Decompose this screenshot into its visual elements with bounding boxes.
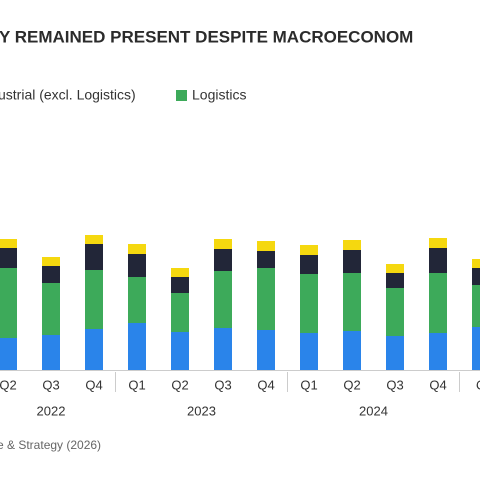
bar-segment: [429, 273, 447, 333]
bar-segment: [429, 238, 447, 248]
bar-segment: [343, 331, 361, 370]
x-tick-label: Q4: [257, 377, 274, 392]
bar-segment: [257, 330, 275, 370]
bar-segment: [472, 285, 480, 327]
bar-segment: [300, 333, 318, 370]
legend-label: Logistics: [192, 87, 246, 103]
chart-title: Y REMAINED PRESENT DESPITE MACROECONOM: [0, 27, 413, 46]
bar-segment: [214, 239, 232, 249]
bar-segment: [171, 277, 189, 293]
bar-segment: [42, 266, 60, 283]
bar-segment: [128, 277, 146, 323]
bar-segment: [171, 332, 189, 370]
bar-segment: [85, 235, 103, 244]
bar-segment: [343, 273, 361, 331]
bar-segment: [429, 248, 447, 273]
bar-segment: [343, 240, 361, 250]
group-label: 2024: [359, 403, 388, 418]
x-tick-label: Q3: [386, 377, 403, 392]
x-tick-label: Q: [476, 377, 480, 392]
x-tick-label: Q1: [128, 377, 145, 392]
legend-swatch: [176, 90, 187, 101]
bar-segment: [0, 268, 17, 338]
x-tick-label: Q3: [214, 377, 231, 392]
bar-segment: [85, 244, 103, 270]
bar-segment: [472, 268, 480, 285]
group-label: 2023: [187, 403, 216, 418]
bar-segment: [171, 268, 189, 277]
bar-segment: [472, 327, 480, 370]
bar-segment: [85, 329, 103, 370]
legend-label: ustrial (excl. Logistics): [0, 87, 136, 103]
bar-segment: [257, 268, 275, 330]
bar-segment: [386, 336, 404, 370]
x-tick-label: Q4: [429, 377, 446, 392]
bar-segment: [42, 283, 60, 335]
bar-segment: [386, 273, 404, 288]
bar-segment: [42, 257, 60, 266]
bar-segment: [257, 251, 275, 268]
bar-segment: [42, 335, 60, 370]
bar-segment: [0, 248, 17, 268]
bar-segment: [472, 259, 480, 268]
bar-segment: [0, 338, 17, 370]
bar-segment: [171, 293, 189, 332]
bar-segment: [128, 254, 146, 277]
bar-segment: [85, 270, 103, 329]
bar-segment: [300, 255, 318, 274]
x-tick-label: Q3: [42, 377, 59, 392]
bar-segment: [214, 249, 232, 271]
x-tick-label: Q2: [171, 377, 188, 392]
x-tick-label: Q1: [300, 377, 317, 392]
bar-segment: [128, 244, 146, 254]
bar-segment: [300, 245, 318, 255]
bar-segment: [386, 288, 404, 336]
bar-segment: [343, 250, 361, 273]
bar-segment: [257, 241, 275, 251]
x-tick-label: Q2: [343, 377, 360, 392]
bar-segment: [214, 328, 232, 370]
bar-segment: [128, 323, 146, 370]
x-tick-label: Q2: [0, 377, 17, 392]
x-tick-label: Q4: [85, 377, 102, 392]
source: e & Strategy (2026): [0, 438, 101, 452]
bar-segment: [386, 264, 404, 273]
bar-segment: [214, 271, 232, 328]
bar-segment: [429, 333, 447, 370]
group-label: 2022: [37, 403, 66, 418]
bar-segment: [300, 274, 318, 333]
bar-segment: [0, 239, 17, 248]
